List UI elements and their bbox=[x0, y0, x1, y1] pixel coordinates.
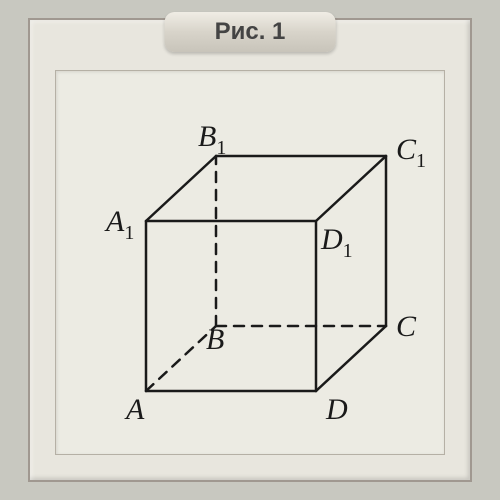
edge-D1-C1 bbox=[316, 156, 386, 221]
vertex-label-A1: A1 bbox=[104, 205, 134, 244]
vertex-label-C1: C1 bbox=[396, 133, 426, 172]
edge-B1-A1 bbox=[146, 156, 216, 221]
vertex-label-C: C bbox=[396, 310, 417, 343]
vertex-label-A: A bbox=[124, 393, 145, 426]
vertex-label-D: D bbox=[325, 393, 348, 426]
vertex-label-B: B bbox=[206, 323, 224, 356]
vertex-label-B1: B1 bbox=[198, 120, 226, 159]
edge-D-C bbox=[316, 326, 386, 391]
cube-diagram: A D C B A1 D1 C1 B1 bbox=[56, 71, 446, 456]
figure-title: Рис. 1 bbox=[165, 12, 336, 52]
vertex-label-D1: D1 bbox=[320, 223, 353, 262]
figure-frame: Рис. 1 ADCBA1D1C1B1 bbox=[28, 18, 472, 482]
diagram-panel: A D C B A1 D1 C1 B1 bbox=[55, 70, 445, 455]
